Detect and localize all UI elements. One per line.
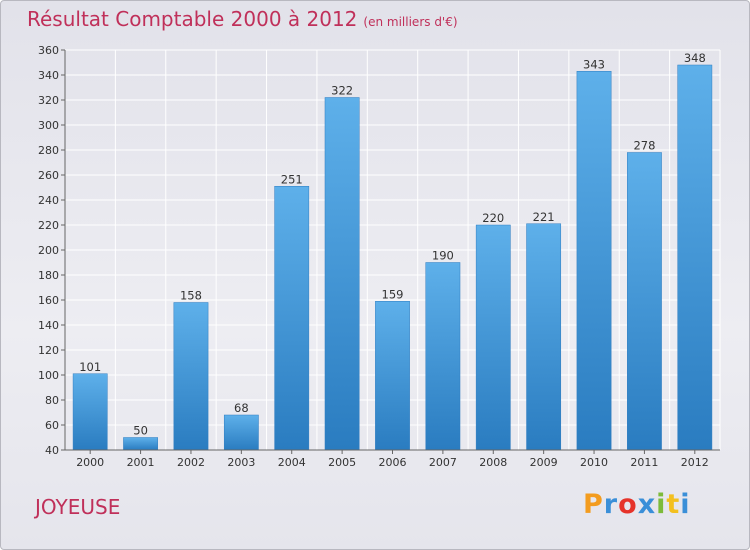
- logo-letter: x: [637, 489, 657, 520]
- y-tick-label: 120: [38, 344, 59, 357]
- proxiti-logo: Proxiti: [583, 489, 691, 520]
- bar: [173, 302, 209, 451]
- x-tick-label: 2007: [429, 456, 457, 469]
- data-label: 322: [331, 84, 353, 98]
- y-tick-label: 40: [45, 444, 59, 457]
- bar: [677, 64, 713, 451]
- logo-letter: i: [656, 489, 667, 520]
- title-unit: (en milliers d'€): [363, 15, 458, 29]
- bar: [123, 437, 158, 451]
- y-tick-label: 360: [38, 44, 59, 57]
- title-text: Résultat Comptable 2000 à 2012: [27, 7, 358, 31]
- y-tick-label: 80: [45, 394, 59, 407]
- logo-letter: P: [583, 489, 604, 520]
- data-label: 159: [382, 287, 404, 301]
- logo-letter: r: [603, 489, 619, 520]
- x-tick-label: 2008: [479, 456, 507, 469]
- logo-letter: t: [666, 489, 681, 520]
- logo-letter: o: [618, 489, 638, 520]
- bar: [627, 152, 662, 451]
- data-label: 348: [684, 51, 706, 65]
- y-tick-label: 320: [38, 94, 59, 107]
- y-tick-label: 100: [38, 369, 59, 382]
- x-tick-label: 2009: [530, 456, 558, 469]
- x-tick-label: 2000: [76, 456, 104, 469]
- bar: [425, 262, 461, 451]
- logo-letter: i: [680, 489, 691, 520]
- x-tick-label: 2010: [580, 456, 608, 469]
- data-label: 50: [133, 424, 148, 438]
- y-tick-label: 180: [38, 269, 59, 282]
- data-label: 221: [533, 210, 555, 224]
- place-name: JOYEUSE: [35, 495, 121, 519]
- y-tick-label: 160: [38, 294, 59, 307]
- x-tick-label: 2002: [177, 456, 205, 469]
- bar: [526, 223, 562, 451]
- y-tick-label: 260: [38, 169, 59, 182]
- bar: [324, 97, 360, 451]
- x-tick-label: 2004: [278, 456, 306, 469]
- y-tick-label: 300: [38, 119, 59, 132]
- y-tick-label: 200: [38, 244, 59, 257]
- x-tick-label: 2003: [227, 456, 255, 469]
- data-label: 101: [79, 360, 101, 374]
- chart-title: Résultat Comptable 2000 à 2012 (en millie…: [27, 7, 458, 31]
- y-tick-label: 60: [45, 419, 59, 432]
- bar: [72, 373, 108, 451]
- data-label: 251: [281, 172, 303, 186]
- bar: [576, 71, 612, 451]
- data-label: 190: [432, 249, 454, 263]
- data-label: 343: [583, 57, 605, 71]
- x-tick-label: 2012: [681, 456, 709, 469]
- data-label: 220: [482, 211, 504, 225]
- bar: [274, 186, 310, 451]
- y-tick-label: 140: [38, 319, 59, 332]
- y-tick-label: 240: [38, 194, 59, 207]
- x-tick-label: 2011: [630, 456, 658, 469]
- x-tick-label: 2005: [328, 456, 356, 469]
- data-label: 68: [234, 401, 249, 415]
- data-label: 158: [180, 289, 202, 303]
- y-tick-label: 220: [38, 219, 59, 232]
- bar: [223, 414, 259, 451]
- y-tick-label: 280: [38, 144, 59, 157]
- x-tick-label: 2001: [127, 456, 155, 469]
- x-tick-label: 2006: [379, 456, 407, 469]
- y-tick-label: 340: [38, 69, 59, 82]
- data-label: 278: [633, 139, 655, 153]
- bar: [375, 301, 410, 451]
- bar: [475, 224, 511, 451]
